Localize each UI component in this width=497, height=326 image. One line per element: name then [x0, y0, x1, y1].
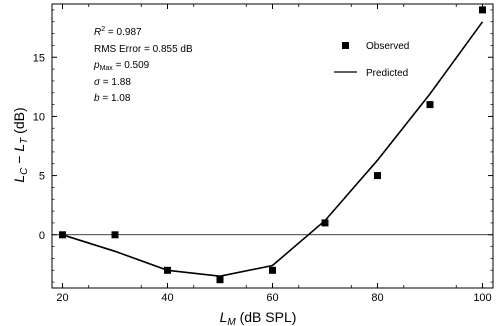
x-tick-label-100: 100: [473, 292, 491, 304]
stat-b: b = 1.08: [94, 93, 131, 104]
legend-label-predicted: Predicted: [366, 68, 408, 79]
stat-rms-error: RMS Error = 0.855 dB: [94, 44, 193, 55]
y-tick-label-15: 15: [33, 52, 45, 64]
legend-marker-observed: [342, 42, 349, 49]
x-tick-label-60: 60: [266, 292, 278, 304]
y-tick-label-10: 10: [33, 111, 45, 123]
x-tick-label-20: 20: [56, 292, 68, 304]
stat-r-squared: R2 = 0.987: [94, 26, 142, 38]
observed-point-30: [112, 231, 119, 238]
y-tick-label-5: 5: [39, 171, 45, 183]
observed-point-40: [164, 267, 171, 274]
observed-point-100: [479, 6, 486, 13]
observed-point-20: [59, 231, 66, 238]
observed-point-70: [322, 219, 329, 226]
stat-p-max: pMax = 0.509: [93, 60, 150, 72]
x-tick-label-80: 80: [371, 292, 383, 304]
fit-statistics: R2 = 0.987 RMS Error = 0.855 dB pMax = 0…: [93, 26, 193, 104]
observed-point-80: [374, 172, 381, 179]
observed-point-50: [217, 276, 224, 283]
y-tick-label-0: 0: [39, 230, 45, 242]
observed-point-60: [269, 267, 276, 274]
x-tick-label-40: 40: [161, 292, 173, 304]
legend: Observed Predicted: [334, 41, 409, 79]
stat-sigma: σ = 1.88: [94, 77, 131, 88]
x-axis-title: LM (dB SPL): [220, 309, 297, 326]
y-axis-title: LC − LT (dB): [11, 107, 30, 182]
legend-label-observed: Observed: [366, 41, 409, 52]
observed-point-90: [427, 101, 434, 108]
